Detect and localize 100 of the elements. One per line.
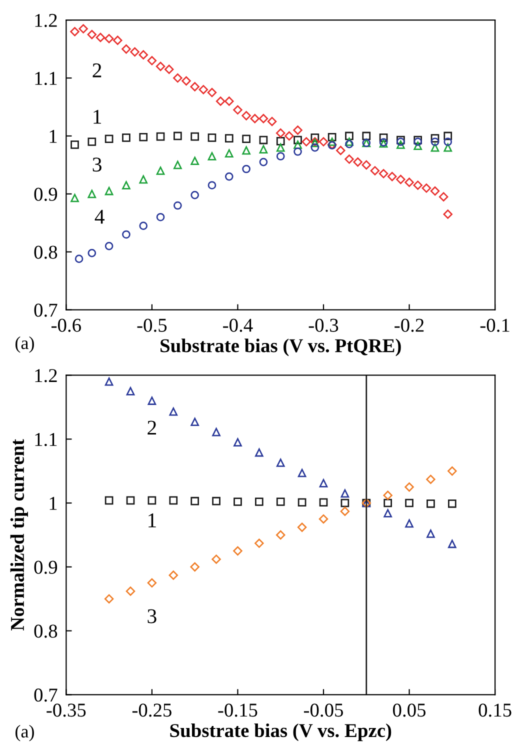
y-tick-label: 0.8: [34, 246, 58, 259]
point: [319, 479, 328, 488]
point: [96, 32, 106, 42]
point: [190, 562, 200, 572]
point: [422, 184, 432, 193]
point: [387, 172, 397, 182]
point: [276, 530, 286, 540]
point: [414, 142, 422, 150]
point: [294, 136, 302, 144]
point: [122, 181, 130, 190]
y-tick-label: 0.9: [34, 188, 58, 201]
point: [156, 62, 166, 72]
point: [104, 134, 114, 144]
point: [345, 140, 354, 148]
point: [148, 396, 156, 405]
point: [340, 489, 350, 498]
point: [384, 509, 392, 518]
point: [430, 138, 440, 146]
text: (a): [16, 336, 34, 353]
point: [378, 169, 388, 178]
point: [174, 132, 182, 140]
point: [284, 131, 294, 141]
point: [430, 186, 440, 196]
point: [168, 570, 178, 580]
y-tick-label: 1.2: [35, 369, 57, 382]
point: [276, 458, 285, 467]
point: [138, 50, 148, 60]
point: [370, 166, 380, 176]
point: [224, 134, 234, 142]
point: [122, 44, 131, 54]
point: [104, 496, 114, 505]
x-tick-label: -0.15: [218, 704, 258, 717]
point: [328, 132, 336, 142]
point: [396, 174, 406, 184]
point: [70, 27, 80, 36]
point: [242, 134, 250, 144]
y-tick-label: 1: [50, 130, 57, 143]
point: [207, 88, 217, 98]
point: [122, 230, 130, 239]
y-axis-title: Normalized tip current: [10, 439, 28, 631]
x-tick-label: -0.1: [480, 318, 510, 332]
point: [190, 156, 200, 166]
point: [104, 242, 114, 250]
point: [298, 498, 306, 507]
point: [294, 140, 302, 149]
point: [426, 474, 436, 484]
point: [113, 36, 122, 45]
x-tick-label: 0.15: [478, 704, 512, 717]
point: [212, 496, 220, 506]
x-tick-label: -0.5: [137, 318, 167, 332]
x-axis-title: Substrate bias (V vs. Epzc): [170, 723, 392, 742]
point: [404, 482, 414, 492]
point: [216, 96, 226, 106]
point: [198, 84, 208, 94]
point: [164, 64, 174, 74]
point: [88, 248, 96, 258]
point: [234, 498, 242, 506]
point: [104, 186, 114, 196]
point: [224, 149, 234, 158]
point: [259, 145, 268, 154]
point: [139, 132, 148, 142]
point: [444, 138, 452, 146]
point: [126, 496, 135, 505]
point: [224, 172, 234, 181]
y-tick-label: 1.1: [35, 72, 57, 86]
point: [302, 137, 311, 146]
point: [169, 407, 178, 416]
point: [413, 180, 422, 190]
point: [297, 522, 307, 532]
y-tick-label: 0.7: [34, 304, 58, 317]
point: [319, 498, 328, 507]
point: [130, 47, 140, 57]
point: [438, 192, 448, 202]
point: [362, 132, 371, 140]
annotation: 1: [148, 513, 156, 528]
annotation: 2: [92, 63, 102, 78]
point: [148, 496, 156, 505]
point: [276, 152, 285, 160]
x-axis-title: Substrate bias (V vs. PtQRE): [160, 338, 401, 356]
y-tick-label: 0.8: [34, 624, 58, 638]
point: [344, 154, 354, 164]
point: [328, 138, 336, 146]
point: [104, 34, 114, 44]
point: [276, 128, 286, 138]
annotation: 2: [148, 420, 156, 435]
point: [147, 56, 157, 66]
point: [156, 166, 165, 175]
point: [379, 134, 388, 142]
point: [208, 134, 216, 142]
point: [87, 30, 97, 40]
y-tick-label: 1.2: [35, 14, 57, 28]
point: [88, 190, 96, 198]
point: [384, 498, 392, 508]
point: [276, 143, 285, 152]
point: [298, 468, 306, 478]
text: (a): [16, 724, 34, 742]
x-tick-label: 0.05: [393, 704, 426, 717]
point: [156, 212, 165, 222]
point: [233, 546, 242, 556]
point: [242, 164, 250, 174]
